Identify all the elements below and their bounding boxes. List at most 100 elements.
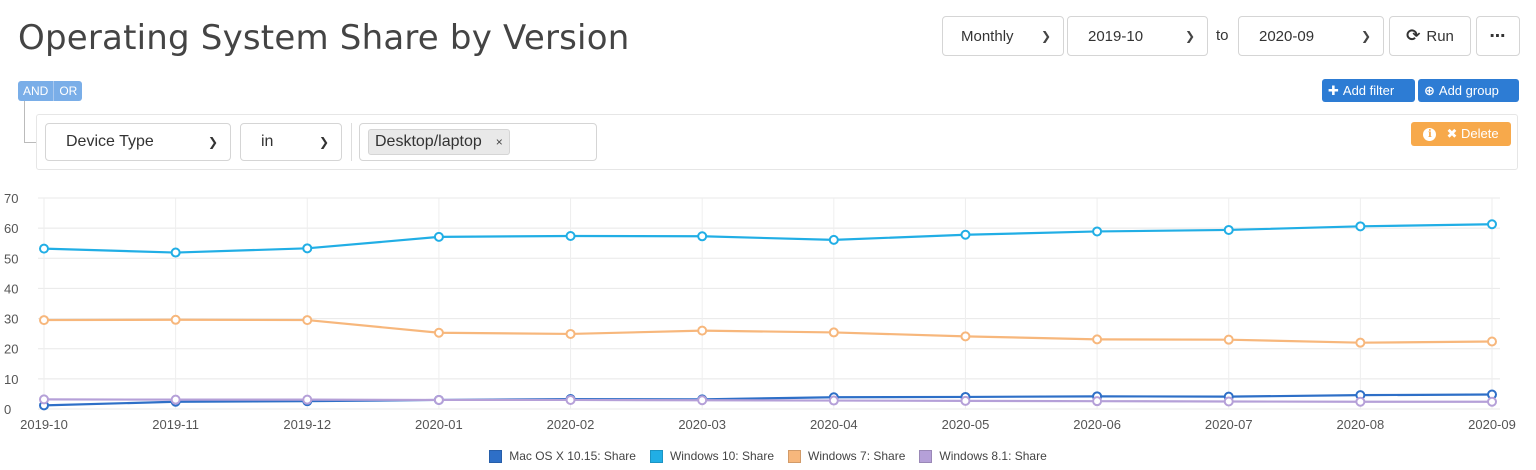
value-tag: Desktop/laptop × bbox=[368, 129, 510, 155]
data-point-windows-8-1-share bbox=[1355, 396, 1366, 407]
ellipsis-icon: ⋯ bbox=[1489, 28, 1507, 45]
value-input[interactable]: Desktop/laptop × bbox=[359, 123, 597, 161]
date-range-to-label: to bbox=[1216, 27, 1229, 44]
x-tick-label: 2019-10 bbox=[20, 417, 68, 432]
data-point-windows-8-1-share bbox=[828, 395, 839, 406]
add-filter-button[interactable]: ✚ Add filter bbox=[1322, 79, 1415, 102]
series-line-windows-10-share bbox=[43, 223, 1493, 254]
legend-swatch bbox=[649, 449, 663, 463]
y-tick-label: 20 bbox=[4, 342, 18, 357]
data-point-windows-7-share bbox=[960, 331, 971, 342]
to-date-select[interactable]: 2020-09 ❯ bbox=[1238, 16, 1384, 56]
x-tick-label: 2020-02 bbox=[547, 417, 595, 432]
run-button-label: Run bbox=[1426, 27, 1454, 45]
run-button[interactable]: ⟳ Run bbox=[1389, 16, 1471, 56]
legend-swatch bbox=[489, 449, 503, 463]
legend-item[interactable]: Windows 8.1: Share bbox=[919, 447, 1047, 465]
more-options-button[interactable]: ⋯ bbox=[1476, 16, 1520, 56]
data-point-windows-8-1-share bbox=[565, 394, 576, 405]
add-filter-label: Add filter bbox=[1342, 83, 1395, 98]
interval-select-value: Monthly bbox=[961, 27, 1014, 45]
y-tick-label: 50 bbox=[4, 251, 18, 266]
legend-label: Windows 10: Share bbox=[669, 449, 774, 463]
x-tick-label: 2020-01 bbox=[415, 417, 463, 432]
data-point-windows-10-share bbox=[960, 229, 971, 240]
data-point-windows-8-1-share bbox=[433, 394, 444, 405]
plus-icon: ✚ bbox=[1328, 82, 1339, 98]
data-point-windows-7-share bbox=[302, 315, 313, 326]
legend-item[interactable]: Mac OS X 10.15: Share bbox=[489, 447, 636, 465]
and-or-toggle: AND OR bbox=[18, 81, 83, 101]
field-select-value: Device Type bbox=[66, 133, 154, 150]
to-date-value: 2020-09 bbox=[1259, 27, 1315, 45]
from-date-select[interactable]: 2019-10 ❯ bbox=[1067, 16, 1208, 56]
data-point-windows-10-share bbox=[1092, 226, 1103, 237]
data-point-windows-8-1-share bbox=[960, 395, 971, 406]
series-line-mac-os-x-10-15-share bbox=[43, 393, 1493, 407]
data-point-windows-10-share bbox=[170, 247, 181, 258]
data-point-windows-10-share bbox=[697, 231, 708, 242]
data-point-windows-7-share bbox=[1223, 334, 1234, 345]
data-point-windows-8-1-share bbox=[1223, 396, 1234, 407]
data-point-windows-8-1-share bbox=[302, 394, 313, 405]
x-tick-label: 2020-05 bbox=[942, 417, 990, 432]
data-point-windows-10-share bbox=[302, 243, 313, 254]
filter-connector-line bbox=[24, 101, 37, 143]
legend-label: Mac OS X 10.15: Share bbox=[509, 449, 636, 463]
x-tick-label: 2020-06 bbox=[1073, 417, 1121, 432]
data-point-windows-10-share bbox=[39, 243, 49, 254]
data-point-windows-7-share bbox=[39, 315, 49, 326]
data-point-windows-10-share bbox=[1223, 224, 1234, 235]
data-point-windows-10-share bbox=[828, 234, 839, 245]
x-tick-label: 2020-08 bbox=[1337, 417, 1385, 432]
from-date-value: 2019-10 bbox=[1088, 27, 1144, 45]
page-title: Operating System Share by Version bbox=[18, 18, 630, 58]
data-point-windows-8-1-share bbox=[1487, 396, 1497, 407]
chevron-down-icon: ❯ bbox=[1184, 29, 1195, 43]
y-tick-label: 60 bbox=[4, 221, 18, 236]
x-tick-label: 2020-03 bbox=[678, 417, 726, 432]
series-line-windows-8-1-share bbox=[43, 398, 1492, 403]
legend-item[interactable]: Windows 10: Share bbox=[649, 447, 774, 465]
chevron-down-icon: ❯ bbox=[318, 135, 329, 149]
filter-rule: Device Type ❯ in ❯ Desktop/laptop × i ✖ … bbox=[36, 114, 1518, 170]
x-tick-label: 2019-12 bbox=[283, 417, 331, 432]
data-point-windows-10-share bbox=[1487, 219, 1497, 230]
data-point-windows-7-share bbox=[433, 327, 444, 338]
series-line-windows-7-share bbox=[43, 318, 1493, 344]
y-tick-label: 70 bbox=[4, 191, 18, 206]
y-tick-label: 40 bbox=[4, 281, 18, 296]
chart-legend: Mac OS X 10.15: Share Windows 10: Share Wi… bbox=[0, 447, 1536, 465]
and-toggle[interactable]: AND bbox=[18, 81, 55, 101]
data-point-windows-7-share bbox=[565, 328, 576, 339]
or-toggle[interactable]: OR bbox=[54, 81, 83, 101]
data-point-windows-10-share bbox=[565, 230, 576, 241]
remove-tag-icon[interactable]: × bbox=[495, 135, 503, 149]
os-share-line-chart: 0 10 20 30 40 50 60 70 2019-10 2019-11 2019-12 2020… bbox=[4, 191, 1516, 432]
interval-select[interactable]: Monthly ❯ bbox=[942, 16, 1064, 56]
data-point-windows-7-share bbox=[170, 314, 181, 325]
legend-item[interactable]: Windows 7: Share bbox=[788, 447, 905, 465]
legend-label: Windows 8.1: Share bbox=[939, 449, 1047, 463]
value-tag-label: Desktop/laptop bbox=[375, 133, 482, 150]
field-select[interactable]: Device Type ❯ bbox=[45, 123, 231, 161]
x-tick-label: 2020-09 bbox=[1468, 417, 1516, 432]
data-point-windows-10-share bbox=[433, 231, 444, 242]
legend-swatch bbox=[919, 449, 933, 463]
y-tick-label: 30 bbox=[4, 312, 18, 327]
x-tick-label: 2019-11 bbox=[152, 417, 199, 432]
delete-rule-button[interactable]: i ✖ Delete bbox=[1411, 122, 1511, 146]
data-point-windows-7-share bbox=[828, 327, 839, 338]
data-point-windows-8-1-share bbox=[39, 394, 49, 405]
legend-swatch bbox=[788, 449, 801, 463]
operator-select[interactable]: in ❯ bbox=[240, 123, 342, 161]
data-point-windows-8-1-share bbox=[1092, 396, 1103, 407]
y-tick-label: 0 bbox=[4, 402, 11, 417]
rule-separator bbox=[351, 123, 352, 161]
info-icon: i bbox=[1423, 127, 1437, 141]
plus-circle-icon: ⊕ bbox=[1424, 82, 1435, 98]
add-group-button[interactable]: ⊕ Add group bbox=[1418, 79, 1519, 102]
data-point-windows-7-share bbox=[1092, 334, 1103, 345]
data-point-windows-8-1-share bbox=[697, 395, 708, 406]
legend-label: Windows 7: Share bbox=[808, 449, 906, 463]
